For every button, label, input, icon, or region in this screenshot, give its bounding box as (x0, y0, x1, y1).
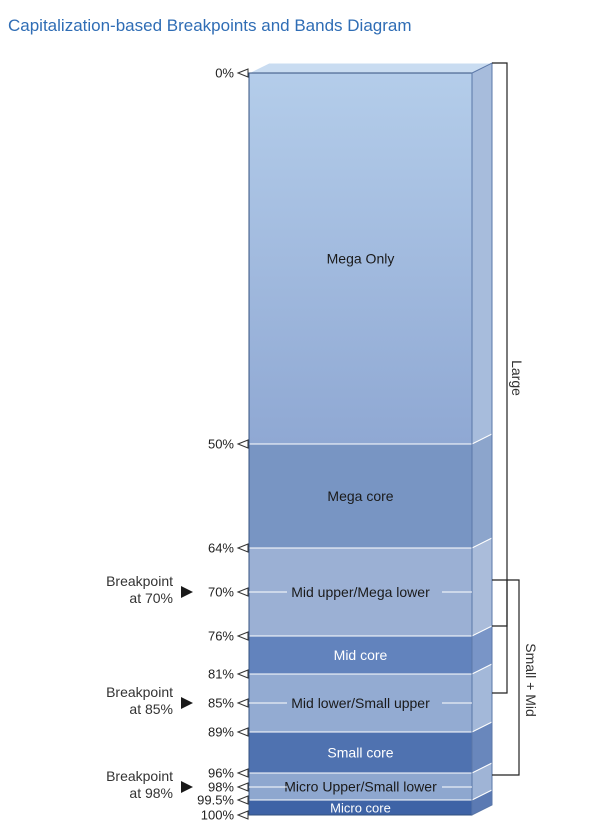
breakpoint-label-line2: at 70% (129, 590, 173, 606)
pointer-icon (236, 587, 249, 597)
band-mid-core: Mid core (249, 625, 493, 674)
percent-label: 70% (208, 585, 234, 600)
percent-label: 50% (208, 437, 234, 452)
column-side-outline (471, 62, 493, 816)
percent-mark: 70% (208, 585, 472, 600)
pointer-icon (236, 795, 249, 805)
pointer-icon (236, 810, 249, 820)
band-mid-lower-small-upper: Mid lower/Small upper (249, 663, 493, 732)
percent-label: 100% (201, 808, 235, 823)
band-micro-core: Micro core (249, 789, 493, 816)
band-side-face (472, 722, 492, 773)
pointer-icon (236, 543, 249, 553)
percent-label: 85% (208, 696, 234, 711)
percent-label: 98% (208, 780, 234, 795)
bands-layer: Mega Only Mega core Mid upper/Mega lower Mi… (248, 62, 493, 816)
band-side-divider (471, 537, 493, 549)
percent-label: 99.5% (197, 793, 234, 808)
band-mid-upper-mega-lower: Mid upper/Mega lower (249, 537, 493, 636)
band-side-face (472, 63, 492, 444)
band-small-core: Small core (249, 721, 493, 773)
breakpoint-arrow-icon (181, 697, 193, 709)
percent-mark: 81% (208, 667, 249, 682)
breakpoint-label-line2: at 85% (129, 701, 173, 717)
pointer-icon (236, 698, 249, 708)
band-micro-upper-small-lower: Micro Upper/Small lower (249, 762, 493, 800)
percent-marks-layer: 0% 50% 64% 70% 76% 81% 85% 89% 96%98%99.5%100% (197, 66, 472, 823)
group-brackets-layer: Large Small + Mid (492, 62, 539, 776)
percent-mark: 64% (208, 541, 249, 556)
percent-mark: 50% (208, 437, 249, 452)
band-front-face (249, 800, 472, 815)
breakpoint-label-line1: Breakpoint (106, 573, 173, 589)
bracket-small-mid: Small + Mid (492, 579, 539, 776)
percent-label: 0% (215, 66, 234, 81)
band-front-face (249, 73, 472, 444)
band-side-face (472, 538, 492, 636)
band-label: Small core (327, 745, 393, 761)
band-front-face (249, 732, 472, 773)
band-side-face (472, 790, 492, 815)
pointer-icon (236, 68, 249, 78)
percent-mark: 89% (208, 725, 249, 740)
band-label: Micro Upper/Small lower (284, 779, 437, 795)
percent-mark: 100% (201, 808, 249, 823)
percent-label: 96% (208, 766, 234, 781)
pointer-icon (236, 669, 249, 679)
breakpoint-label-line2: at 98% (129, 785, 173, 801)
pointer-icon (236, 782, 249, 792)
band-front-face (249, 444, 472, 548)
band-mega-only: Mega Only (249, 63, 492, 444)
diagram-title: Capitalization-based Breakpoints and Ban… (8, 16, 412, 35)
band-side-face (472, 664, 492, 732)
bracket-connector (492, 580, 508, 694)
band-side-divider (471, 433, 493, 445)
bracket-large: Large (492, 62, 525, 627)
pointer-icon (236, 439, 249, 449)
column-top-face (248, 62, 493, 74)
band-side-divider (471, 762, 493, 774)
percent-mark: 76% (208, 629, 249, 644)
band-side-face (472, 763, 492, 800)
band-label: Micro core (330, 801, 391, 816)
band-side-divider (471, 625, 493, 637)
percent-label: 81% (208, 667, 234, 682)
bracket-line (492, 62, 508, 627)
bracket-line (492, 579, 520, 776)
pointer-icon (236, 727, 249, 737)
breakpoint-arrow-icon (181, 781, 193, 793)
band-label: Mega Only (327, 251, 395, 267)
percent-label: 64% (208, 541, 234, 556)
percent-mark: 85% (208, 696, 472, 711)
band-label: Mid core (334, 647, 388, 663)
percent-label: 76% (208, 629, 234, 644)
band-side-divider (471, 663, 493, 675)
band-label: Mid lower/Small upper (291, 695, 430, 711)
band-mega-core: Mega core (249, 433, 493, 548)
breakpoint-arrow-icon (181, 586, 193, 598)
breakpoint-label-line1: Breakpoint (106, 768, 173, 784)
percent-mark: 98% (208, 780, 472, 795)
pointer-icon (236, 631, 249, 641)
percent-mark: 99.5% (197, 793, 249, 808)
band-side-face (472, 434, 492, 548)
band-label: Mid upper/Mega lower (291, 584, 430, 600)
band-label: Mega core (327, 488, 393, 504)
pointer-icon (236, 768, 249, 778)
percent-mark: 96% (208, 766, 249, 781)
breakpoint-label-line1: Breakpoint (106, 684, 173, 700)
bracket-label: Large (509, 360, 525, 396)
band-side-divider (471, 789, 493, 801)
percent-mark: 0% (215, 66, 249, 81)
band-front-face (249, 636, 472, 674)
band-side-divider (471, 721, 493, 733)
band-side-face (472, 626, 492, 674)
percent-label: 89% (208, 725, 234, 740)
bracket-label: Small + Mid (523, 643, 539, 717)
